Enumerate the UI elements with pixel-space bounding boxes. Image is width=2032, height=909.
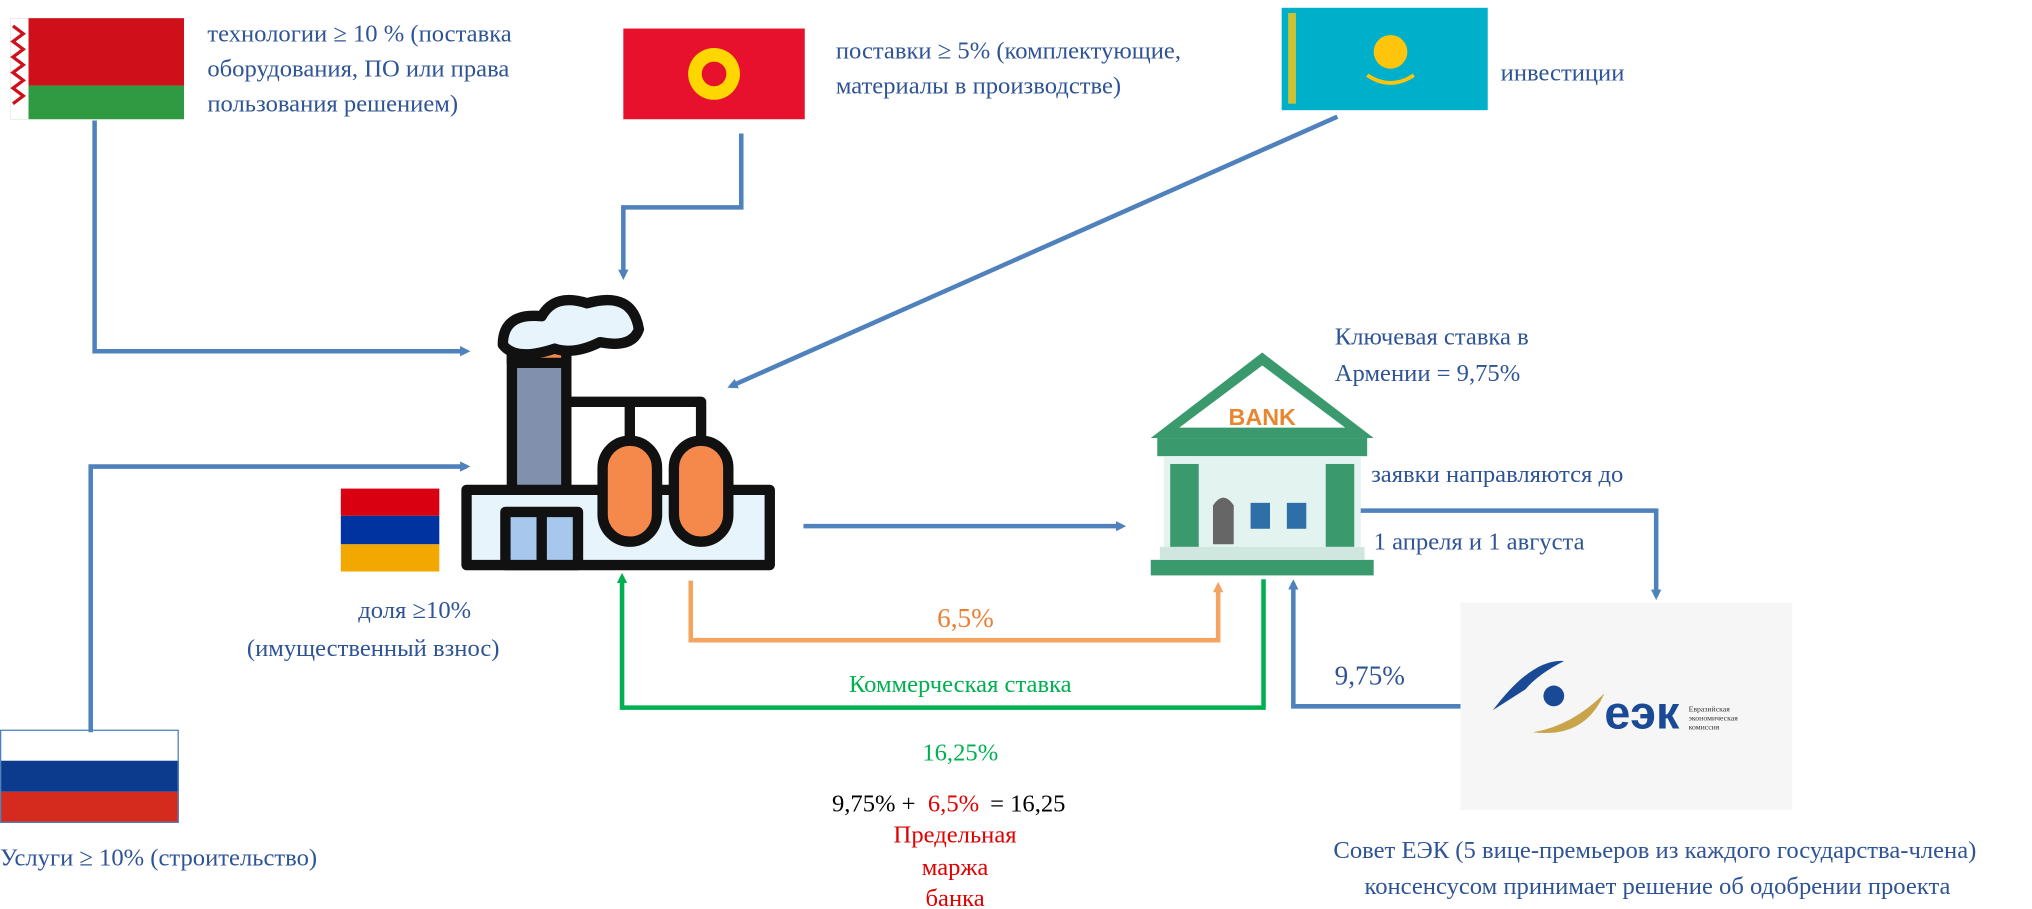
kyrgyzstan-text: поставки ≥ 5% (комплектующие, xyxy=(836,37,1181,64)
flag-kyrgyzstan xyxy=(623,29,804,120)
russia-text: Услуги ≥ 10% (строительство) xyxy=(0,845,317,872)
diagram: BANK еэк Евразийская экономическая комис… xyxy=(0,0,2032,909)
key-rate: Ключевая ставка в xyxy=(1335,324,1529,351)
armenia-text: доля ≥10% xyxy=(358,597,471,624)
council-text: консенсусом принимает решение об одобрен… xyxy=(1364,873,1950,900)
kyrgyzstan-text: материалы в производстве) xyxy=(836,72,1121,99)
commercial-rate: Коммерческая ставка xyxy=(849,671,1072,698)
kazakhstan-text: инвестиции xyxy=(1501,59,1625,86)
belarus-text: пользования решением) xyxy=(207,90,458,117)
eec-logo-text: еэк xyxy=(1604,686,1680,738)
flag-kazakhstan xyxy=(1282,8,1488,110)
formula-margin: 6,5% xyxy=(928,790,979,817)
page: BANK еэк Евразийская экономическая комис… xyxy=(0,0,2032,909)
factory-icon xyxy=(467,300,770,565)
eec-rate: 9,75% xyxy=(1335,660,1405,690)
eec-logo: еэк Евразийская экономическая комиссия xyxy=(1461,603,1793,810)
key-rate: Армении = 9,75% xyxy=(1335,360,1520,387)
armenia-text: (имущественный взнос) xyxy=(247,635,500,662)
flag-russia xyxy=(0,730,179,823)
margin-note: Предельная xyxy=(894,821,1017,848)
deadline: заявки направляются до xyxy=(1371,461,1623,488)
eec-logo-caption: комиссия xyxy=(1689,723,1720,732)
deadline: 1 апреля и 1 августа xyxy=(1374,528,1585,555)
bank-sign: BANK xyxy=(1229,404,1297,430)
flag-belarus xyxy=(10,18,184,119)
belarus-text: оборудования, ПО или права xyxy=(207,55,509,82)
belarus-text: технологии ≥ 10 % (поставка xyxy=(207,20,511,47)
margin-note: банка xyxy=(926,885,985,909)
commercial-value: 16,25% xyxy=(922,740,998,767)
eec-logo-caption: Евразийская xyxy=(1689,704,1731,713)
formula-result: = 16,25 xyxy=(990,790,1065,817)
subsidy-rate: 6,5% xyxy=(937,603,994,633)
eec-logo-caption: экономическая xyxy=(1689,714,1739,723)
formula-base: 9,75% + xyxy=(832,790,916,817)
council-text: Совет ЕЭК (5 вице-премьеров из каждого г… xyxy=(1333,837,1976,864)
margin-note: маржа xyxy=(922,854,989,881)
flag-armenia xyxy=(341,489,439,572)
